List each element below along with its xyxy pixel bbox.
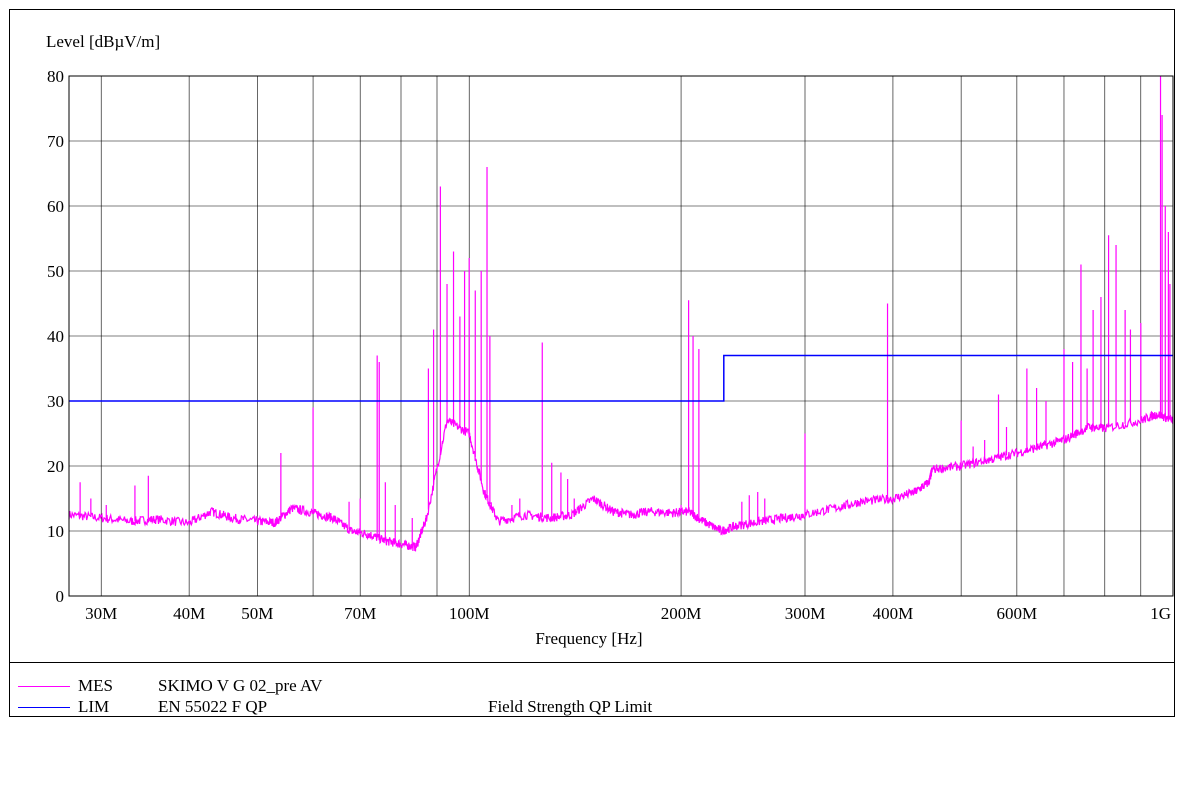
legend-desc-lim: Field Strength QP Limit: [488, 697, 653, 716]
legend-name-lim: EN 55022 F QP: [158, 697, 268, 716]
x-tick-labels: 30M 40M 50M 70M 100M 200M 300M 400M 600M 1G: [85, 604, 1171, 623]
x-tick-label: 400M: [873, 604, 914, 623]
legend-code-lim: LIM: [78, 697, 110, 716]
legend-code-mes: MES: [78, 676, 113, 695]
x-axis-label: Frequency [Hz]: [535, 629, 642, 648]
legend-name-mes: SKIMO V G 02_pre AV: [158, 676, 323, 695]
x-tick-label: 100M: [449, 604, 490, 623]
series-mes-line: [68, 410, 1174, 552]
y-tick-label: 40: [47, 327, 64, 346]
plot-border: [68, 75, 1174, 597]
legend-separator: [9, 662, 1175, 663]
emission-chart: Level [dBµV/m] 0 10 20 30 40 50 60 70 80 30M 40M 5…: [46, 32, 1174, 648]
series-lim-line: [69, 354, 1173, 402]
grid-lines: [69, 76, 1173, 596]
y-tick-label: 10: [47, 522, 64, 541]
y-tick-label: 60: [47, 197, 64, 216]
legend-swatch-mes: [18, 686, 70, 687]
legend-swatch-lim: [18, 707, 70, 708]
x-tick-label: 30M: [85, 604, 117, 623]
x-tick-label: 40M: [173, 604, 205, 623]
y-tick-label: 70: [47, 132, 64, 151]
y-tick-label: 80: [47, 67, 64, 86]
legend-item-lim: LIM EN 55022 F QP Field Strength QP Limi…: [18, 697, 1168, 717]
y-tick-label: 30: [47, 392, 64, 411]
x-tick-label: 600M: [997, 604, 1038, 623]
series-group: [68, 76, 1174, 552]
x-tick-label: 300M: [785, 604, 826, 623]
y-tick-label: 20: [47, 457, 64, 476]
y-tick-label: 0: [56, 587, 65, 606]
legend-item-mes: MES SKIMO V G 02_pre AV: [18, 676, 1168, 696]
y-axis-label: Level [dBµV/m]: [46, 32, 160, 51]
x-tick-label: 1G: [1150, 604, 1171, 623]
chart-frame: [9, 9, 1175, 717]
y-tick-labels: 0 10 20 30 40 50 60 70 80: [47, 67, 64, 606]
x-tick-label: 50M: [241, 604, 273, 623]
x-tick-label: 200M: [661, 604, 702, 623]
y-tick-label: 50: [47, 262, 64, 281]
x-tick-label: 70M: [344, 604, 376, 623]
